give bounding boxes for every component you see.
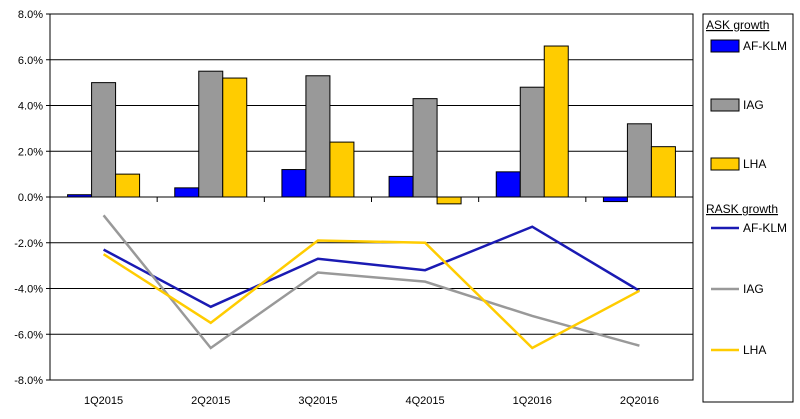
bar: [115, 173, 141, 198]
legend-label: LHA: [743, 343, 766, 357]
legend-box: [702, 13, 794, 403]
bar: [67, 194, 93, 198]
legend-label: LHA: [743, 157, 766, 171]
bar: [174, 187, 200, 198]
y-tick-label: -4.0%: [14, 284, 43, 296]
bar: [650, 146, 676, 198]
y-tick-label: 4.0%: [18, 101, 43, 113]
legend-label: IAG: [743, 282, 764, 296]
bar: [281, 169, 307, 198]
series-line: [102, 239, 641, 350]
bar: [222, 77, 248, 198]
y-tick-label: -2.0%: [14, 238, 43, 250]
legend-label: AF-KLM: [743, 221, 787, 235]
bar-series: [67, 45, 676, 205]
x-tick-label: 1Q2016: [513, 395, 552, 407]
y-tick-label: 6.0%: [18, 55, 43, 67]
legend-label: IAG: [743, 98, 764, 112]
legend-title: ASK growth: [706, 18, 769, 32]
x-tick-label: 3Q2015: [298, 395, 337, 407]
y-tick-label: 0.0%: [18, 192, 43, 204]
bar: [519, 86, 545, 198]
bar: [305, 75, 331, 198]
series-line: [102, 214, 640, 350]
axes: 8.0% 6.0% 4.0% 2.0% 0.0% -2.0% -4.0% -6.0% -8.0%…: [14, 9, 694, 407]
legend-label: AF-KLM: [743, 39, 787, 53]
legend: ASK growth AF-KLM IAG LHA RASK growth AF-KLM I…: [702, 13, 794, 403]
x-tick-label: 2Q2015: [191, 395, 230, 407]
bar: [626, 123, 652, 198]
x-tick-label: 1Q2015: [84, 395, 123, 407]
bar: [602, 196, 628, 203]
x-tick-label: 2Q2016: [620, 395, 659, 407]
y-tick-label: -6.0%: [14, 329, 43, 341]
bar: [436, 196, 462, 205]
series-line: [102, 225, 641, 309]
y-tick-label: 8.0%: [18, 9, 43, 21]
y-tick-label: -8.0%: [14, 375, 43, 387]
bar: [495, 171, 521, 198]
bar: [91, 82, 117, 198]
x-tick-label: 4Q2015: [406, 395, 445, 407]
bar: [388, 175, 414, 198]
bar: [198, 70, 224, 198]
legend-swatch: [710, 157, 740, 171]
legend-swatch: [710, 98, 740, 112]
line-series: [102, 214, 641, 350]
y-tick-label: 2.0%: [18, 146, 43, 158]
bar: [412, 98, 438, 198]
legend-swatch: [710, 39, 740, 53]
bar: [329, 141, 355, 198]
bar: [543, 45, 569, 198]
legend-title: RASK growth: [706, 202, 778, 216]
